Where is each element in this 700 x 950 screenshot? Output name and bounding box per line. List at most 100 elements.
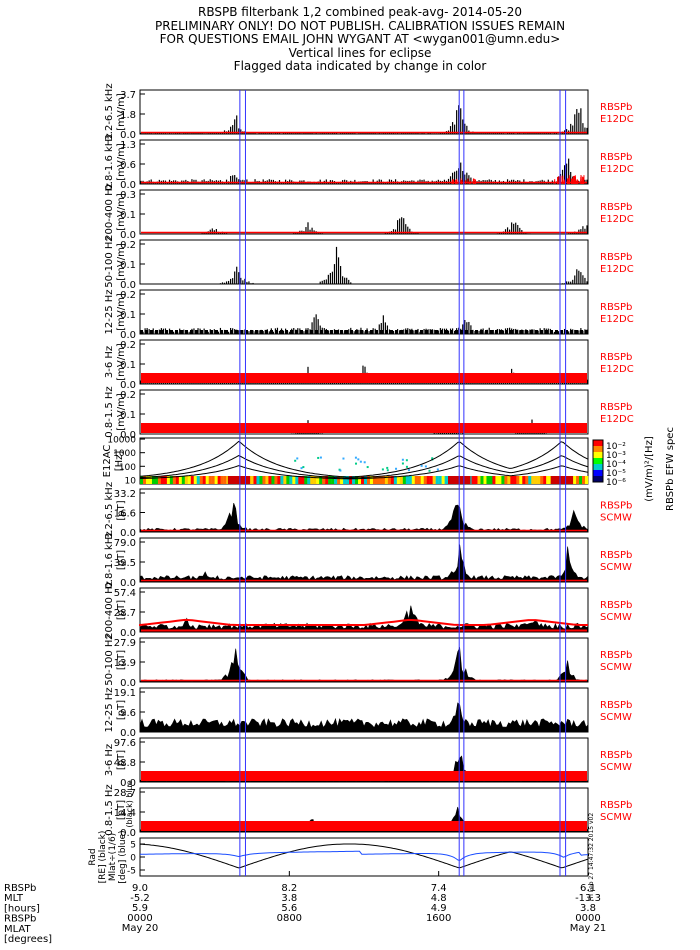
spectrum-cell — [172, 476, 177, 484]
colorbar-cell — [593, 459, 603, 462]
colorbar-tick-label: 10⁻³ — [606, 451, 626, 461]
spectrum-cell — [340, 476, 344, 484]
panel-instrument-label: SCMW — [600, 662, 632, 673]
y-tick-label: 16.6 — [114, 509, 136, 520]
xaxis-tick-label: 6.1 — [580, 883, 596, 894]
spectrum-cell — [444, 476, 448, 484]
spectrum-cell — [319, 476, 323, 484]
spectrum-cell — [250, 476, 254, 484]
colorbar-cell — [593, 441, 603, 444]
spectrum-cell — [366, 476, 371, 484]
y-tick-label: 0.0 — [120, 728, 136, 739]
panel-frame — [139, 537, 589, 583]
spectrum-cell — [438, 476, 442, 484]
spectrum-cell — [214, 476, 218, 484]
panel-band-label: 12-25 Hz — [104, 687, 115, 732]
xaxis-row-label: RBSPb — [4, 883, 36, 894]
spectrum-cell — [289, 476, 293, 484]
panel-band-label: 3.2-6.5 kHz — [104, 482, 115, 539]
spectrum-speck — [405, 465, 408, 468]
xaxis-tick-label: 5.6 — [281, 903, 297, 914]
panel-instrument-label: SCMW — [600, 562, 632, 573]
colorbar-cell — [593, 452, 603, 454]
panel-units-label: [mV/m] — [116, 143, 127, 181]
panel-frame — [139, 89, 589, 135]
spectrum-cell — [217, 476, 221, 484]
xaxis-tick-label: 9.0 — [132, 883, 148, 894]
colorbar-tick-label: 10⁻² — [606, 442, 626, 452]
contact-line: FOR QUESTIONS EMAIL JOHN WYGANT AT <wyga… — [159, 32, 561, 47]
spectrum-cell — [546, 476, 550, 484]
y-tick-label: 0.1 — [120, 210, 136, 221]
panel-source-label: RBSPb — [600, 152, 632, 163]
heatmap-yunits: [Hz] — [114, 451, 125, 472]
panel-band-label: 200-400 Hz — [104, 183, 115, 241]
spectrum-cell — [396, 476, 401, 484]
spectrum-speck — [296, 457, 299, 460]
panel-16: Rad [RE] (black) Mlat÷(1/6) [deg] (blue) Fri… — [88, 813, 595, 902]
xaxis-tick-label: 3.8 — [580, 903, 596, 914]
spectrum-speck — [366, 466, 369, 469]
panel-4: 50-100 Hz [mV/m] — [104, 236, 589, 288]
panel-band-label: 3.2-6.5 kHz — [104, 83, 115, 140]
spectrum-cell — [274, 476, 278, 484]
colorbar-cell — [593, 468, 603, 471]
data-area — [139, 646, 589, 683]
panel-7: 0.8-1.5 Hz [mV/m] — [104, 386, 589, 438]
spectrum-cell — [435, 476, 439, 484]
spectrum-cell — [166, 476, 171, 484]
colorbar-label: (mV/m)²/[Hz] — [644, 436, 655, 502]
spectrum-speck — [319, 456, 322, 459]
spectrum-cell — [325, 476, 329, 484]
spectrum-cell — [531, 476, 535, 484]
spectrum-cell — [504, 476, 508, 484]
spectrum-cell — [414, 476, 418, 484]
colorbar-cell — [593, 467, 603, 469]
spectrum-cell — [537, 476, 541, 484]
spectrum-cell — [477, 476, 481, 484]
panel-units-label: [pT] — [116, 650, 127, 670]
y-tick-label: 0.0 — [120, 628, 136, 639]
panel-frame — [139, 389, 589, 435]
y-tick-label: 1.3 — [120, 140, 136, 151]
spectrum-cell — [154, 476, 159, 484]
spectrum-cell — [495, 476, 499, 484]
spectrum-cell — [510, 476, 514, 484]
spectrum-cell — [519, 476, 523, 484]
spectrum-cell — [142, 476, 147, 484]
cyc-upper — [139, 440, 589, 478]
spectrum-cell — [420, 476, 424, 484]
spectrum-cell — [202, 476, 206, 484]
spectrum-speck — [342, 457, 345, 460]
panel-source-label: RBSPb — [600, 600, 632, 611]
orbit-ylabel: [RE] (black) — [98, 831, 108, 884]
colorbar-cell — [593, 461, 603, 463]
spectrum-cell — [211, 476, 215, 484]
panel-band-label: 0.8-1.6 kHz — [104, 531, 115, 588]
spectrum-cell — [220, 476, 224, 484]
xaxis-row-label: RBSPb — [4, 914, 36, 925]
y-tick-label: 0.0 — [120, 230, 136, 241]
spectrum-cell — [271, 476, 275, 484]
y-tick-label: 1000 — [113, 449, 136, 459]
y-tick-label: 0.2 — [120, 290, 136, 301]
panel-source-label: RBSPb — [600, 352, 632, 363]
y-tick-label: 0.1 — [120, 410, 136, 421]
spectrum-cell — [399, 476, 404, 484]
spectrum-peak — [227, 476, 251, 484]
spectrum-cell — [346, 476, 350, 484]
spectrum-cell — [334, 476, 338, 484]
y-tick-label: 0.2 — [120, 240, 136, 251]
spectrum-cell — [331, 476, 335, 484]
y-tick-label: 13.9 — [114, 658, 136, 669]
panel-instrument-label: E12DC — [600, 264, 634, 275]
spectrum-speck — [294, 459, 297, 462]
y-tick-label: 0.2 — [120, 390, 136, 401]
spectrum-speck — [436, 468, 439, 471]
spectrum-speck — [420, 464, 423, 467]
panel-extra-label: (black) blue — [125, 780, 134, 827]
spectrum-cell — [337, 476, 341, 484]
colorbar-cell — [593, 473, 603, 475]
colorbar-cell — [593, 453, 603, 456]
panel-band-label: 50-100 Hz — [104, 236, 115, 287]
